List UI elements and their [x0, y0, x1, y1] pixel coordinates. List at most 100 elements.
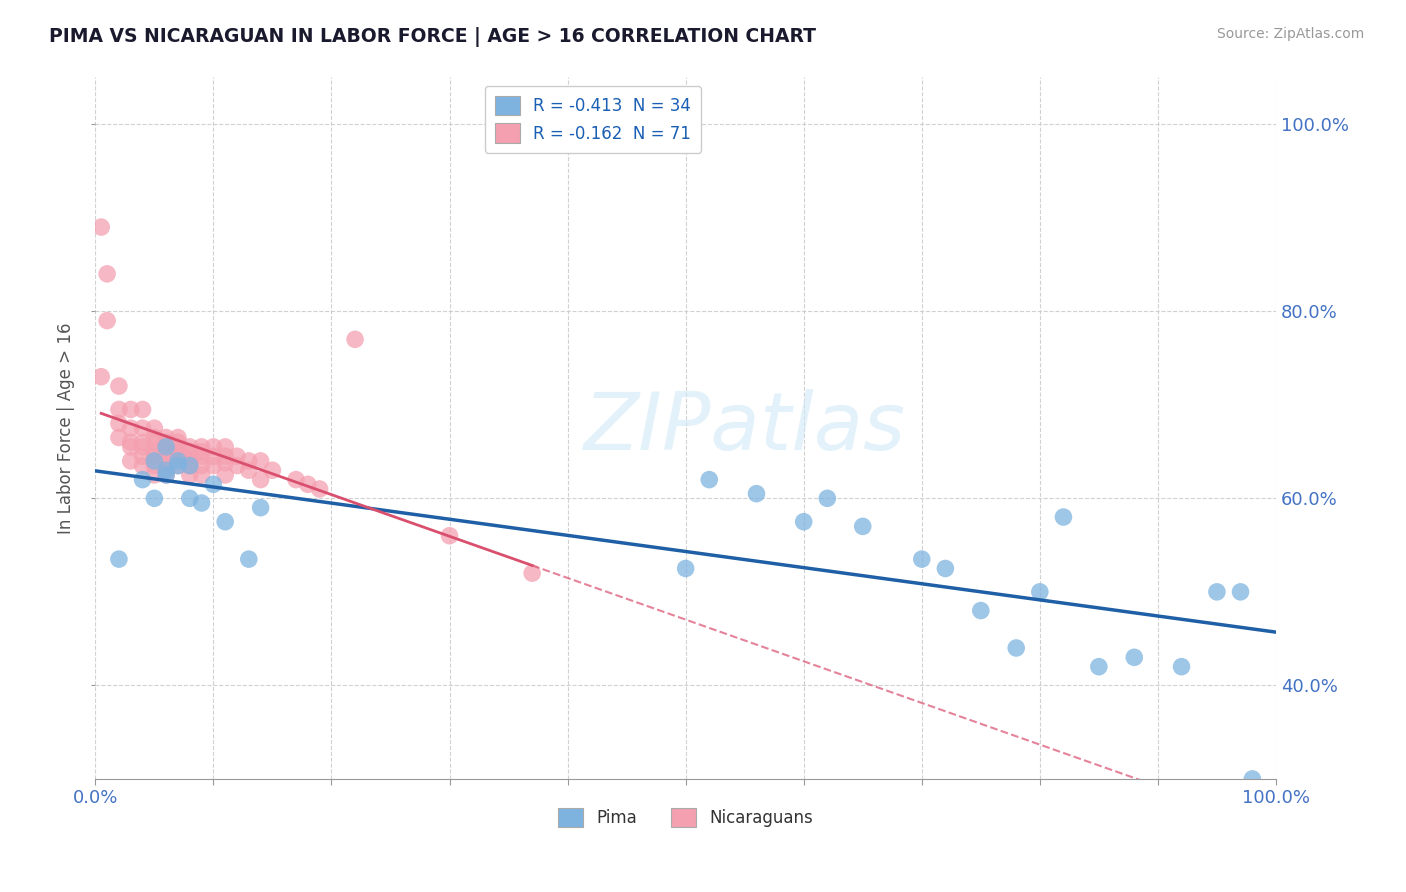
Point — [675, 561, 697, 575]
Point — [190, 467, 212, 482]
Legend: Pima, Nicaraguans: Pima, Nicaraguans — [551, 801, 820, 834]
Point — [190, 444, 212, 458]
Point — [108, 402, 131, 417]
Point — [167, 431, 190, 445]
Point — [90, 220, 112, 235]
Point — [131, 449, 153, 463]
Point — [155, 467, 177, 482]
Point — [179, 458, 201, 473]
Point — [179, 449, 201, 463]
Point — [297, 477, 319, 491]
Point — [155, 440, 177, 454]
Point — [167, 449, 190, 463]
Point — [167, 458, 190, 473]
Point — [108, 379, 131, 393]
Point — [249, 473, 271, 487]
Point — [143, 467, 166, 482]
Point — [214, 467, 236, 482]
Point — [202, 449, 225, 463]
Text: ZIPatlas: ZIPatlas — [583, 389, 905, 467]
Point — [793, 515, 815, 529]
Point — [308, 482, 330, 496]
Point — [131, 421, 153, 435]
Point — [1170, 659, 1192, 673]
Point — [1123, 650, 1146, 665]
Point — [120, 402, 142, 417]
Point — [155, 467, 177, 482]
Point — [155, 440, 177, 454]
Point — [155, 454, 177, 468]
Point — [262, 463, 284, 477]
Point — [167, 440, 190, 454]
Point — [697, 473, 720, 487]
Point — [120, 440, 142, 454]
Point — [108, 417, 131, 431]
Point — [226, 449, 249, 463]
Point — [1052, 510, 1074, 524]
Point — [131, 440, 153, 454]
Point — [179, 444, 201, 458]
Point — [179, 440, 201, 454]
Point — [167, 435, 190, 450]
Point — [108, 431, 131, 445]
Point — [214, 515, 236, 529]
Point — [214, 449, 236, 463]
Point — [90, 369, 112, 384]
Point — [179, 458, 201, 473]
Point — [143, 421, 166, 435]
Point — [1206, 585, 1229, 599]
Point — [745, 486, 768, 500]
Point — [1229, 585, 1251, 599]
Point — [202, 458, 225, 473]
Point — [143, 435, 166, 450]
Point — [155, 463, 177, 477]
Point — [155, 449, 177, 463]
Point — [143, 491, 166, 506]
Point — [249, 500, 271, 515]
Point — [238, 463, 260, 477]
Point — [143, 454, 166, 468]
Point — [190, 449, 212, 463]
Point — [214, 440, 236, 454]
Point — [1005, 640, 1028, 655]
Point — [238, 552, 260, 566]
Point — [143, 444, 166, 458]
Point — [1029, 585, 1052, 599]
Text: PIMA VS NICARAGUAN IN LABOR FORCE | AGE > 16 CORRELATION CHART: PIMA VS NICARAGUAN IN LABOR FORCE | AGE … — [49, 27, 817, 46]
Y-axis label: In Labor Force | Age > 16: In Labor Force | Age > 16 — [58, 322, 75, 534]
Point — [108, 552, 131, 566]
Point — [96, 267, 118, 281]
Point — [179, 467, 201, 482]
Point — [1241, 772, 1264, 786]
Point — [202, 440, 225, 454]
Point — [238, 454, 260, 468]
Point — [155, 444, 177, 458]
Point — [120, 421, 142, 435]
Point — [131, 458, 153, 473]
Point — [344, 332, 367, 346]
Point — [131, 473, 153, 487]
Point — [120, 454, 142, 468]
Point — [179, 491, 201, 506]
Point — [1088, 659, 1111, 673]
Point — [852, 519, 875, 533]
Point — [911, 552, 934, 566]
Point — [190, 458, 212, 473]
Point — [190, 440, 212, 454]
Point — [131, 435, 153, 450]
Point — [143, 449, 166, 463]
Point — [167, 458, 190, 473]
Point — [815, 491, 838, 506]
Point — [155, 458, 177, 473]
Point — [143, 458, 166, 473]
Point — [96, 313, 118, 327]
Point — [202, 477, 225, 491]
Point — [249, 454, 271, 468]
Point — [520, 566, 543, 581]
Point — [167, 444, 190, 458]
Point — [934, 561, 956, 575]
Point — [285, 473, 308, 487]
Point — [439, 529, 461, 543]
Point — [214, 456, 236, 470]
Point — [143, 431, 166, 445]
